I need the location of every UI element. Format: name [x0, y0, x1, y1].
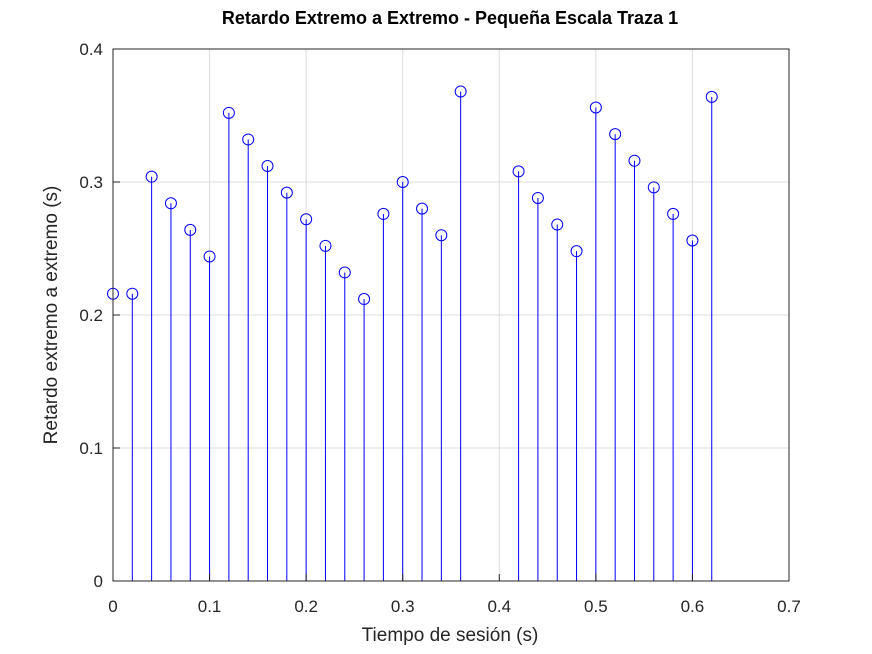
stem-marker	[609, 128, 622, 141]
ticks: 0 0.1 0.2 0.3 0.4 0.5 0.6 0.7 0 0.1 0.2 0.3 0.4	[79, 40, 800, 616]
stem-marker	[358, 293, 371, 306]
stem-marker	[164, 197, 177, 210]
x-tick-label: 0.3	[391, 597, 415, 616]
x-tick-label: 0.6	[681, 597, 705, 616]
y-tick-label: 0.3	[79, 173, 103, 192]
stem-marker	[705, 90, 718, 103]
stem-marker	[338, 266, 351, 279]
stem-marker	[589, 101, 602, 114]
x-tick-label: 0.7	[777, 597, 801, 616]
stem-marker	[280, 186, 293, 199]
stem-marker	[300, 213, 313, 226]
stem-marker	[377, 207, 390, 220]
stem-marker	[184, 223, 197, 236]
y-axis-label: Retardo extremo a extremo (s)	[41, 186, 62, 445]
stem-marker	[647, 181, 660, 194]
stem-marker	[531, 191, 544, 204]
stem-marker	[145, 170, 158, 183]
stem-marker	[203, 250, 216, 263]
stem-marker	[435, 229, 448, 242]
x-axis-label: Tiempo de sesión (s)	[362, 625, 539, 646]
y-tick-label: 0.4	[79, 40, 103, 59]
stem-marker	[222, 106, 235, 119]
y-tick-label: 0.2	[79, 306, 103, 325]
x-tick-label: 0.4	[487, 597, 511, 616]
x-tick-label: 0.1	[198, 597, 222, 616]
chart-title: Retardo Extremo a Extremo - Pequeña Esca…	[222, 8, 678, 28]
stem-marker	[126, 287, 139, 300]
x-tick-label: 0.2	[294, 597, 318, 616]
stem-marker	[454, 85, 467, 98]
x-tick-label: 0.5	[584, 597, 608, 616]
stem-marker	[396, 176, 409, 188]
stem-marker	[667, 207, 680, 220]
stem-marker	[242, 133, 255, 146]
y-tick-label: 0	[94, 572, 103, 591]
stem-marker	[570, 245, 583, 258]
stem-marker	[551, 218, 564, 231]
stem-marker	[628, 154, 641, 167]
y-tick-label: 0.1	[79, 439, 103, 458]
stem-marker	[319, 239, 332, 252]
stem-marker	[416, 202, 429, 215]
stem-marker	[512, 165, 525, 178]
stem-marker	[686, 234, 699, 247]
x-tick-label: 0	[108, 597, 117, 616]
stem-marker	[261, 160, 274, 173]
